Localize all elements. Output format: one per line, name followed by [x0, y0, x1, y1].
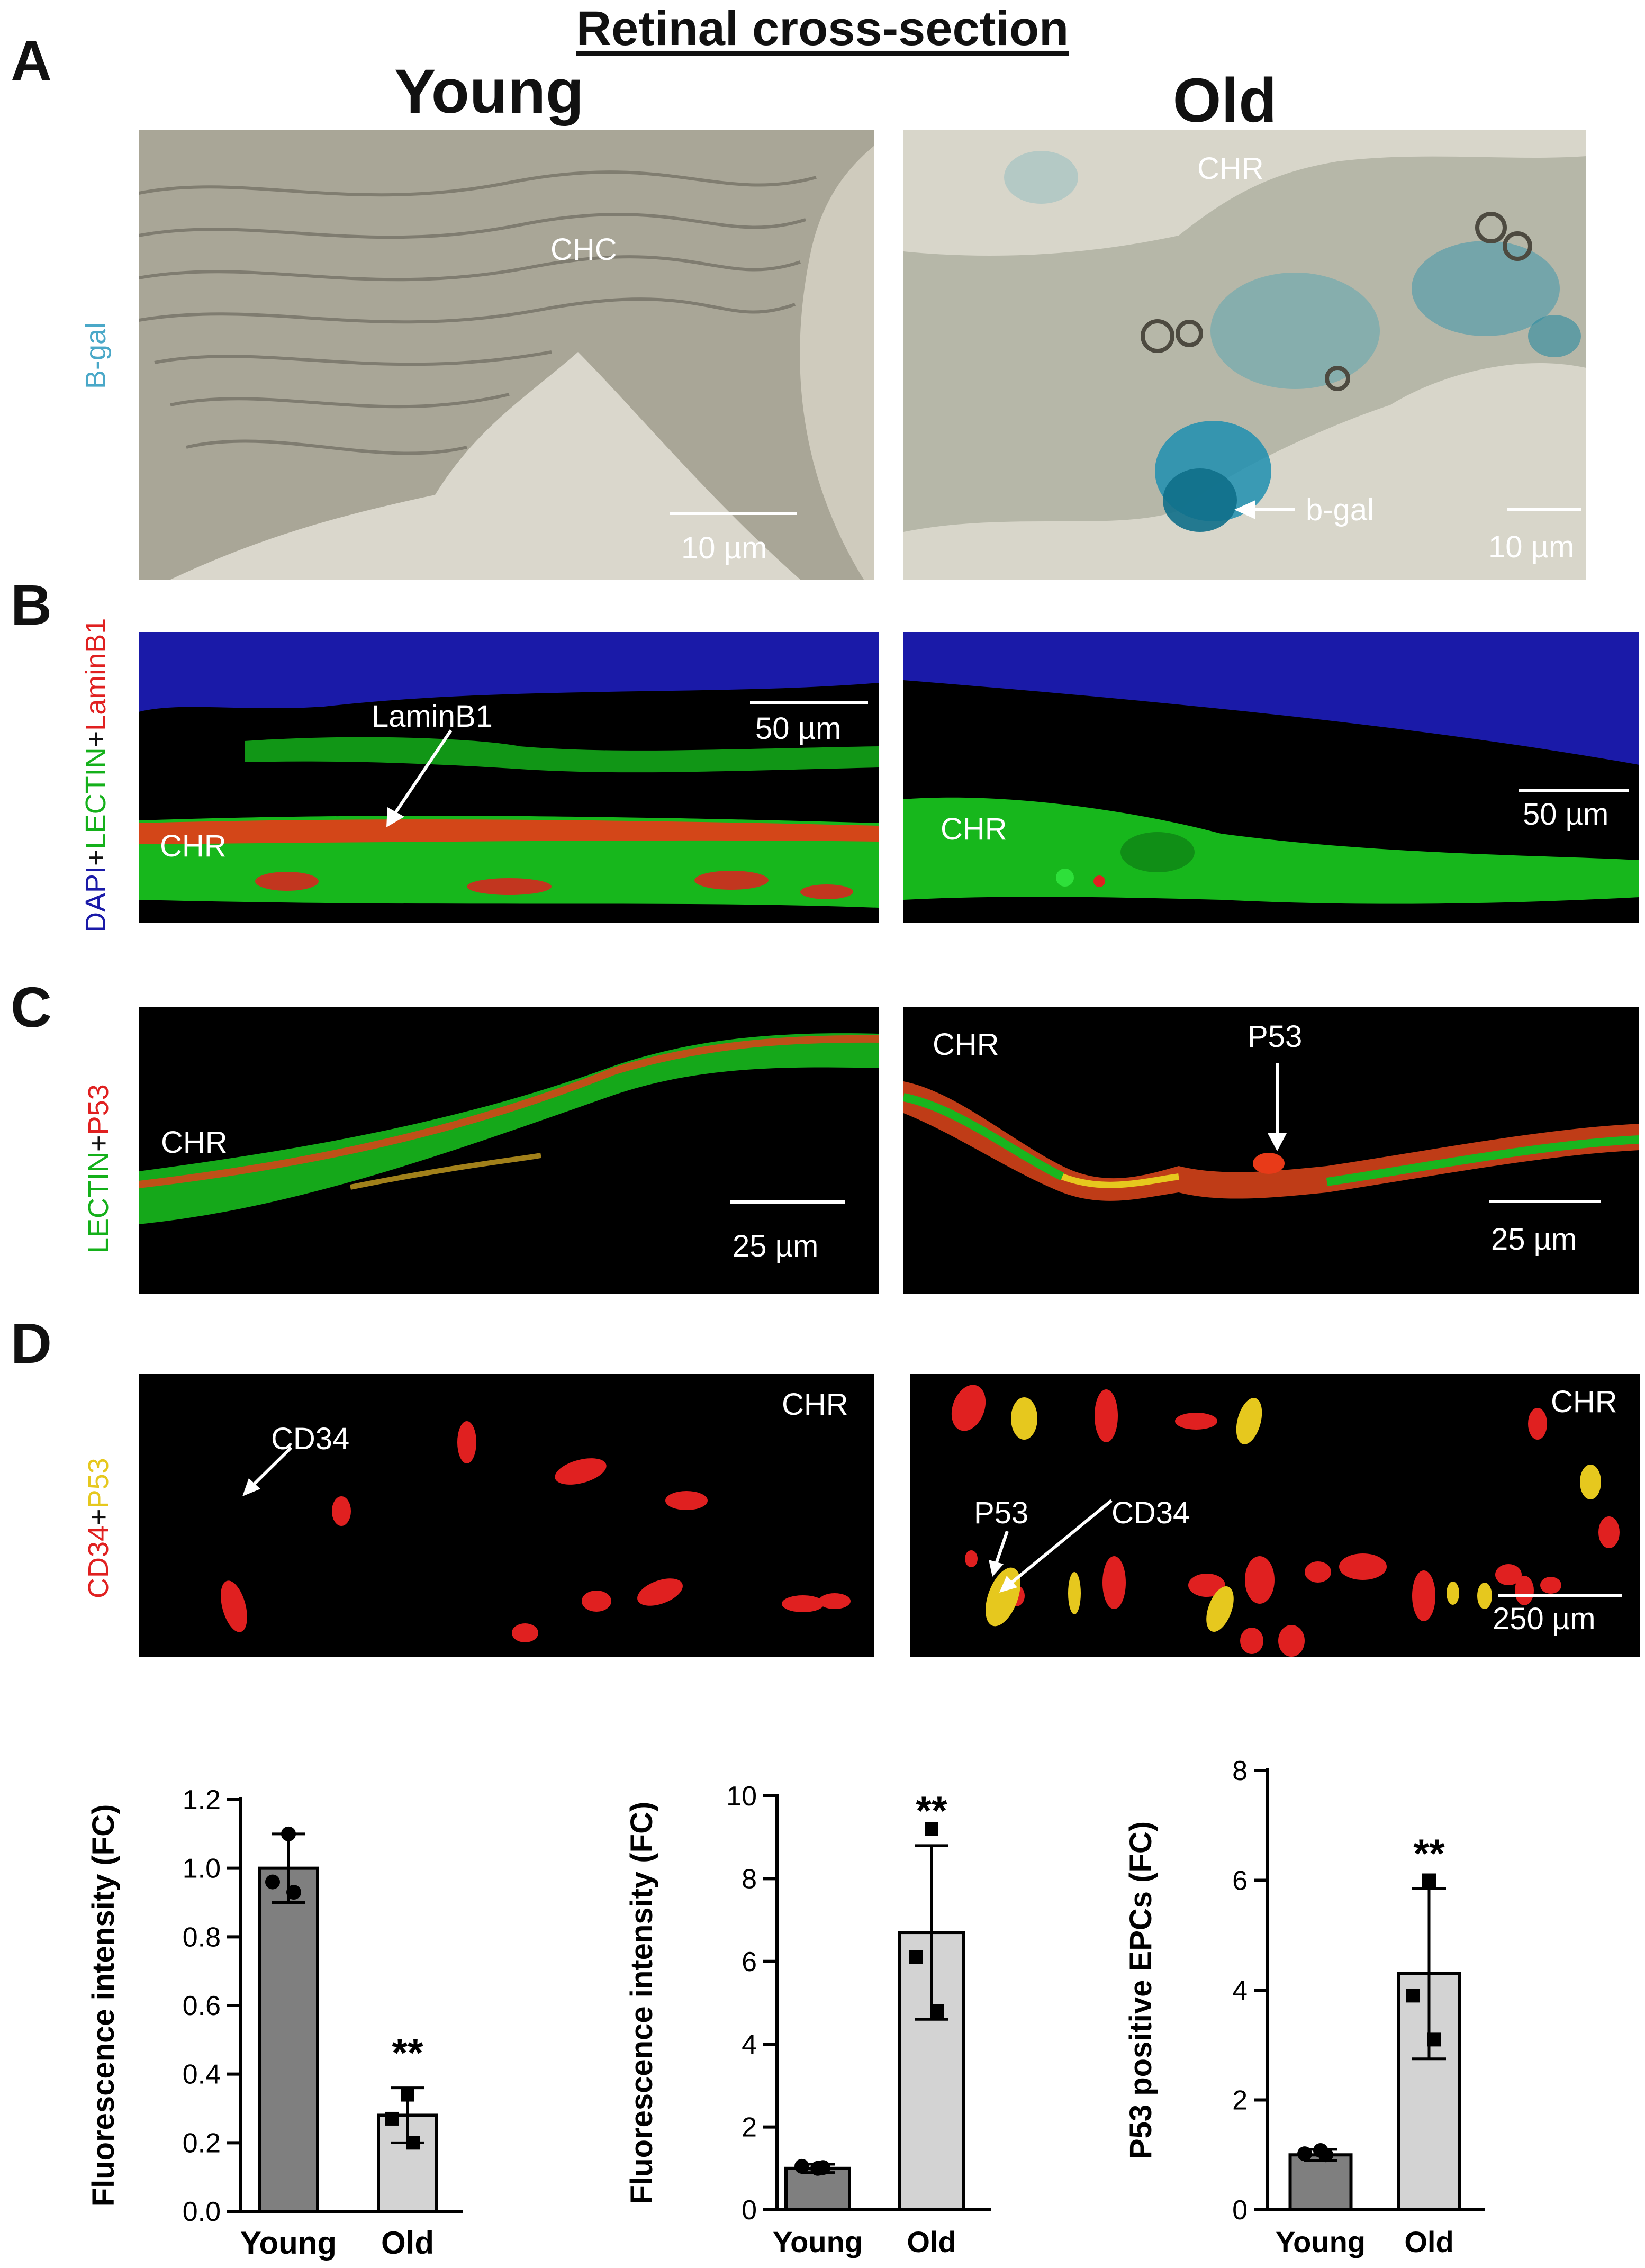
data-point [281, 1826, 296, 1841]
data-point [930, 2004, 944, 2018]
panel-d-young-region-label: CHR [782, 1387, 848, 1422]
panel-a-old-arrow-label: b-gal [1306, 493, 1374, 527]
y-tick-label: 0.0 [183, 2197, 221, 2227]
panel-c-old-image: CHR P53 25 µm [903, 1007, 1639, 1294]
panel-letter-c: C [11, 975, 52, 1039]
x-tick-label: Young [240, 2225, 337, 2261]
panel-d-young-image: CD34 CHR [139, 1374, 874, 1657]
column-header-old: Old [1172, 66, 1277, 135]
panel-a-old-region-label: CHR [1197, 151, 1264, 186]
panel-c-old-arrow-label: P53 [1248, 1019, 1303, 1054]
panel-a-young-scale-label: 10 µm [681, 531, 767, 565]
bar-young [1288, 2153, 1353, 2211]
panel-a-young-image: CHC 10 µm [139, 130, 874, 580]
panel-d-old-region-label: CHR [1551, 1385, 1617, 1419]
panel-b-young-region-label: CHR [160, 829, 227, 863]
x-tick-label: Young [1276, 2225, 1366, 2258]
panel-c-young-scale-label: 25 µm [733, 1229, 819, 1263]
panel-b-old-image: CHR 50 µm [903, 632, 1639, 923]
panel-d-young-arrow-label: CD34 [271, 1422, 350, 1456]
figure-title: Retinal cross-section [576, 2, 1069, 56]
data-point [1422, 1873, 1436, 1887]
panel-c-old-region-label: CHR [933, 1027, 999, 1062]
y-tick-label: 0 [1232, 2195, 1248, 2226]
data-point [816, 2160, 830, 2175]
panel-a-old-scale-label: 10 µm [1488, 530, 1575, 564]
column-header-young: Young [394, 57, 584, 126]
data-point [265, 1874, 280, 1890]
y-axis-label: Fluorescence intensity (FC) [625, 1802, 659, 2204]
x-tick-label: Old [1404, 2225, 1453, 2258]
y-tick-label: 0.2 [183, 2128, 221, 2158]
y-tick-label: 4 [742, 2029, 757, 2060]
data-point [1427, 2032, 1441, 2047]
panel-letter-b: B [11, 573, 52, 637]
x-tick-label: Old [381, 2225, 434, 2261]
panel-b-old-region-label: CHR [941, 812, 1007, 846]
data-point [794, 2158, 809, 2174]
y-tick-label: 1.2 [183, 1785, 221, 1815]
data-point [1406, 1989, 1420, 2003]
data-point [925, 1822, 938, 1836]
x-tick-label: Young [773, 2225, 863, 2258]
panel-c-young-image: CHR 25 µm [139, 1007, 879, 1294]
data-point [909, 1950, 923, 1964]
y-axis-label: P53 positive EPCs (FC) [1124, 1821, 1158, 2159]
panel-letter-a: A [11, 29, 52, 93]
y-tick-label: 1.0 [183, 1854, 221, 1884]
data-point [1297, 2146, 1312, 2162]
panel-b-young-arrow-label: LaminB1 [372, 699, 493, 734]
y-tick-label: 8 [1232, 1756, 1248, 1786]
y-tick-label: 8 [742, 1864, 757, 1894]
panel-b-young-image: LaminB1 50 µm CHR [139, 632, 879, 923]
panel-c-young-region-label: CHR [161, 1125, 228, 1160]
y-tick-label: 2 [1232, 2085, 1248, 2116]
significance-annotation: ** [1413, 1831, 1445, 1876]
bar-old [1397, 1972, 1461, 2211]
x-tick-label: Old [907, 2225, 956, 2258]
panel-b-old-scale-label: 50 µm [1523, 797, 1609, 832]
y-axis-label: Fluorescence intensity (FC) [86, 1804, 121, 2207]
panel-d-old-arrow-label-p53: P53 [974, 1496, 1029, 1530]
panel-d-old-arrow-label-cd34: CD34 [1111, 1496, 1190, 1530]
panel-b-young-scale-label: 50 µm [755, 711, 842, 746]
data-point [401, 2088, 414, 2102]
data-point [385, 2111, 399, 2126]
panel-a-young-region-label: CHC [550, 232, 617, 267]
panel-c-old-scale-label: 25 µm [1491, 1222, 1577, 1257]
data-point [406, 2136, 420, 2150]
data-point [286, 1885, 301, 1900]
panel-letter-d: D [11, 1311, 52, 1375]
y-tick-label: 4 [1232, 1975, 1248, 2006]
panel-d-old-image: P53 CD34 CHR 250 µm [910, 1374, 1640, 1657]
y-tick-label: 0.4 [183, 2059, 221, 2090]
panel-d-old-scale-label: 250 µm [1493, 1602, 1596, 1636]
y-tick-label: 6 [1232, 1866, 1248, 1896]
y-tick-label: 2 [742, 2112, 757, 2143]
y-tick-label: 10 [726, 1781, 757, 1812]
data-point [1318, 2147, 1333, 2163]
y-tick-label: 0 [742, 2195, 757, 2226]
y-tick-label: 0.8 [183, 1922, 221, 1953]
y-tick-label: 6 [742, 1947, 757, 1977]
bar-young [258, 1866, 319, 2213]
panel-a-old-image: CHR b-gal 10 µm [903, 130, 1586, 580]
significance-annotation: ** [916, 1788, 947, 1833]
y-tick-label: 0.6 [183, 1991, 221, 2021]
significance-annotation: ** [392, 2031, 423, 2076]
